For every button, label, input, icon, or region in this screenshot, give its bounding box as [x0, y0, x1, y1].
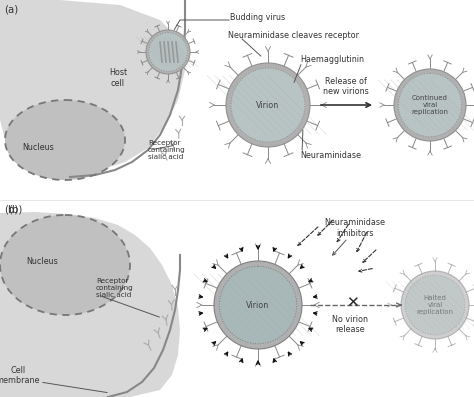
- Text: Receptor
containing
sialic acid: Receptor containing sialic acid: [96, 278, 134, 298]
- Text: (b): (b): [4, 204, 18, 214]
- Circle shape: [394, 69, 466, 141]
- Text: Virion: Virion: [256, 100, 280, 110]
- Ellipse shape: [0, 215, 130, 315]
- Text: No virion
release: No virion release: [332, 315, 368, 334]
- Circle shape: [219, 266, 297, 344]
- Text: Neuraminidase
inhibitors: Neuraminidase inhibitors: [325, 218, 385, 238]
- Text: Halted
viral
replication: Halted viral replication: [417, 295, 454, 315]
- Text: Continued
viral
replication: Continued viral replication: [411, 95, 448, 115]
- Text: Neuraminidase: Neuraminidase: [300, 150, 361, 160]
- Ellipse shape: [5, 100, 125, 180]
- Text: Nucleus: Nucleus: [26, 258, 58, 266]
- Text: Nucleus: Nucleus: [22, 143, 54, 152]
- Circle shape: [405, 275, 465, 335]
- Text: (a): (a): [4, 5, 18, 15]
- Circle shape: [149, 33, 187, 71]
- Circle shape: [214, 261, 302, 349]
- Text: Virion: Virion: [246, 301, 270, 310]
- Circle shape: [231, 68, 305, 142]
- Text: Budding virus: Budding virus: [230, 13, 285, 23]
- Text: (b): (b): [8, 204, 22, 214]
- Text: Neuraminidase cleaves receptor: Neuraminidase cleaves receptor: [228, 31, 359, 39]
- Polygon shape: [0, 200, 180, 397]
- Text: ✕: ✕: [346, 295, 358, 310]
- Text: Host
cell: Host cell: [109, 68, 127, 88]
- Circle shape: [226, 63, 310, 147]
- Text: Haemagglutinin: Haemagglutinin: [300, 56, 364, 64]
- Circle shape: [146, 30, 190, 74]
- Text: Receptor
containing
sialic acid: Receptor containing sialic acid: [148, 140, 186, 160]
- Circle shape: [398, 73, 462, 137]
- Polygon shape: [0, 0, 185, 172]
- Circle shape: [401, 271, 469, 339]
- Text: Release of
new virions: Release of new virions: [323, 77, 369, 96]
- Text: Cell
membrane: Cell membrane: [0, 366, 40, 385]
